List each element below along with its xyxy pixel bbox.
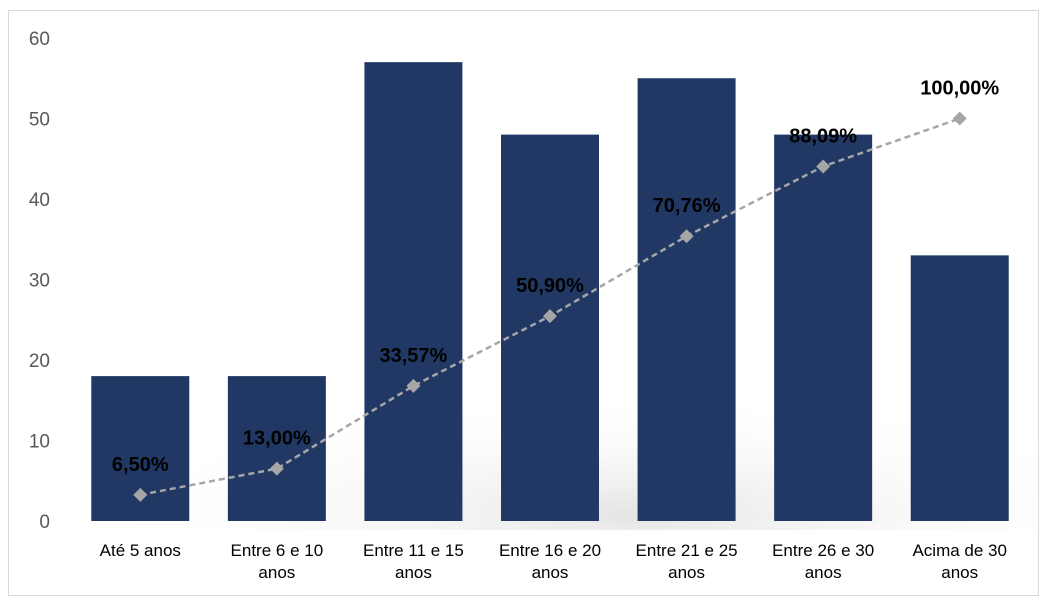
cumulative-data-label: 70,76% <box>653 195 721 217</box>
y-tick-label: 50 <box>29 110 50 131</box>
x-tick-label-line: Entre 26 e 30 <box>772 541 874 560</box>
x-axis: Até 5 anos Entre 6 e 10 anos Entre 11 e 15 a… <box>100 541 1007 582</box>
bars <box>91 62 1009 522</box>
x-tick-label-line: anos <box>805 563 842 582</box>
bar <box>910 255 1009 521</box>
bar <box>227 376 326 521</box>
y-tick-label: 40 <box>29 190 50 211</box>
cumulative-data-label: 88,09% <box>789 125 857 147</box>
y-tick-label: 10 <box>29 432 50 453</box>
y-axis: 0 10 20 30 40 50 60 <box>29 29 50 533</box>
y-tick-label: 60 <box>29 29 50 50</box>
x-tick-label: Entre 26 e 30 anos <box>772 541 874 582</box>
x-tick-label-line: anos <box>668 563 705 582</box>
x-tick-label: Entre 16 e 20 anos <box>499 541 601 582</box>
y-tick-label: 20 <box>29 351 50 372</box>
cumulative-point <box>952 111 967 126</box>
x-tick-label-line: anos <box>941 563 978 582</box>
cumulative-point <box>816 159 831 174</box>
bar <box>774 134 873 521</box>
x-tick-label-line: Entre 6 e 10 <box>231 541 324 560</box>
x-tick-label: Entre 6 e 10 anos <box>231 541 324 582</box>
x-tick-label: Entre 21 e 25 anos <box>636 541 738 582</box>
x-tick-label-line: anos <box>395 563 432 582</box>
cumulative-point <box>133 487 148 502</box>
cumulative-data-label: 13,00% <box>243 428 311 450</box>
cumulative-point <box>543 309 557 324</box>
x-tick-label: Entre 11 e 15 anos <box>363 541 464 582</box>
x-tick-label-line: anos <box>258 563 295 582</box>
x-tick-label-line: Entre 16 e 20 <box>499 541 601 560</box>
cumulative-point <box>269 461 284 476</box>
x-tick-label: Até 5 anos <box>100 541 181 560</box>
y-tick-label: 30 <box>29 271 50 292</box>
x-tick-label-line: Entre 21 e 25 <box>636 541 738 560</box>
cumulative-data-label: 6,50% <box>112 454 169 476</box>
cumulative-data-label: 100,00% <box>920 78 999 100</box>
cumulative-data-label: 33,57% <box>380 345 448 367</box>
bar <box>501 134 599 521</box>
x-tick-label-line: Entre 11 e 15 <box>363 541 464 560</box>
cumulative-line <box>133 111 967 502</box>
x-tick-label-line: Acima de 30 <box>912 541 1007 560</box>
bar <box>637 78 736 521</box>
cumulative-labels: 6,50% 13,00% 33,57% 50,90% 70,76% 88,09% 100,0… <box>112 78 999 476</box>
x-tick-label: Acima de 30 anos <box>912 541 1007 582</box>
x-tick-label-line: anos <box>532 563 569 582</box>
cumulative-point <box>679 229 694 244</box>
cumulative-data-label: 50,90% <box>516 275 584 297</box>
x-tick-label-line: Até 5 anos <box>100 541 181 560</box>
bar <box>364 62 463 522</box>
y-tick-label: 0 <box>39 512 50 533</box>
cumulative-point <box>406 378 421 393</box>
